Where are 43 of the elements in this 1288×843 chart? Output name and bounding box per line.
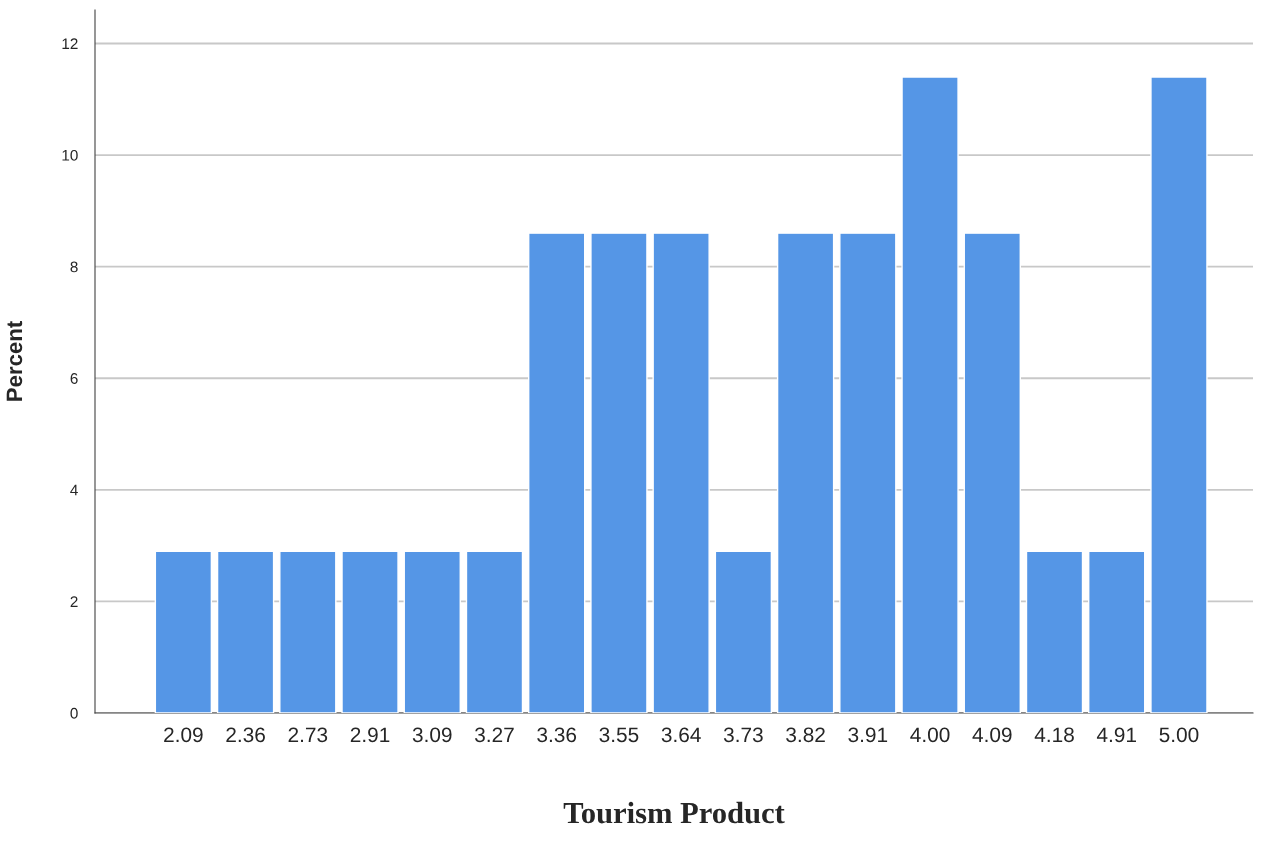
x-tick-label: 2.09	[164, 727, 203, 743]
x-tick-label: 2.73	[288, 727, 328, 743]
bar	[465, 550, 524, 713]
bar	[341, 550, 399, 713]
y-tick-label: 8	[70, 261, 78, 273]
bar	[1025, 550, 1084, 713]
x-axis-title: Tourism Product	[563, 801, 785, 824]
bar	[714, 550, 773, 713]
x-tick-label: 4.00	[910, 727, 950, 743]
bar	[154, 550, 213, 713]
x-tick-label: 3.73	[723, 727, 763, 743]
bar	[279, 550, 337, 713]
y-tick-label: 0	[70, 707, 78, 719]
bar	[901, 76, 959, 713]
bar	[590, 232, 648, 713]
bar	[963, 232, 1021, 713]
bar	[652, 232, 710, 713]
y-tick-label: 4	[70, 484, 78, 496]
bar	[1088, 550, 1146, 713]
x-tick-label: 4.09	[972, 727, 1012, 743]
x-tick-label: 3.27	[475, 727, 514, 743]
y-axis-title: Percent	[6, 321, 23, 401]
bar	[528, 232, 586, 713]
x-tick-label: 3.09	[412, 727, 452, 743]
y-tick-label: 2	[70, 596, 78, 607]
y-tick-label: 6	[70, 373, 78, 384]
x-tick-label: 2.91	[350, 727, 390, 743]
bar	[776, 232, 835, 713]
bar	[403, 550, 461, 713]
x-tick-label: 3.36	[537, 727, 577, 743]
x-tick-label: 4.91	[1096, 727, 1136, 743]
x-tick-label: 3.91	[848, 727, 888, 743]
x-tick-label: 3.64	[661, 727, 701, 743]
x-tick-label: 3.82	[786, 727, 825, 743]
y-tick-label: 10	[62, 149, 78, 161]
y-tick-label: 12	[62, 38, 78, 50]
bar	[1150, 76, 1208, 713]
x-tick-label: 2.36	[226, 727, 265, 743]
x-tick-label: 5.00	[1159, 727, 1199, 743]
bar	[839, 232, 897, 713]
x-tick-label: 3.55	[599, 727, 639, 743]
bar	[216, 550, 275, 713]
x-tick-label: 4.18	[1034, 727, 1074, 743]
